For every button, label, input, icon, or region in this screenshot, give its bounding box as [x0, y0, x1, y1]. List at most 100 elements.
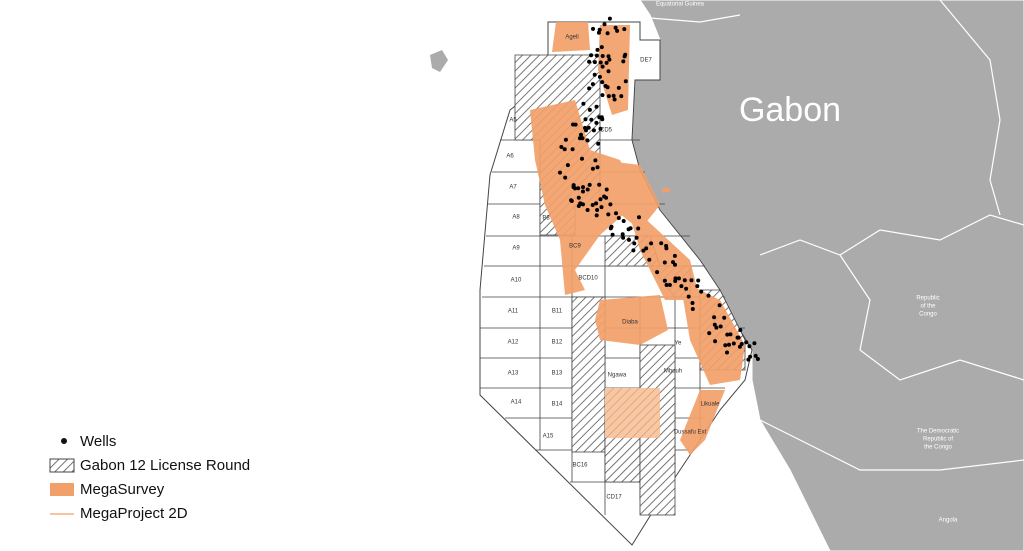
well [585, 138, 590, 143]
block-label: A15 [543, 434, 554, 440]
well [748, 354, 753, 359]
well [616, 216, 621, 220]
well [608, 202, 613, 207]
well [595, 165, 600, 170]
well [662, 278, 667, 283]
legend-swatch [49, 458, 75, 473]
wells [558, 16, 760, 362]
well [644, 246, 649, 251]
country-label: Equatorial Guinea [656, 2, 705, 8]
well [589, 117, 594, 122]
block-label: A13 [508, 371, 519, 377]
well [594, 213, 599, 218]
well [602, 194, 607, 199]
well [596, 30, 601, 35]
well [595, 208, 600, 212]
legend-label: MegaSurvey [80, 481, 165, 498]
well [619, 94, 624, 99]
block-label: A8 [512, 215, 520, 221]
block-label: A12 [508, 340, 519, 346]
well [606, 212, 611, 217]
well [728, 332, 733, 337]
well [695, 284, 700, 289]
well [587, 182, 592, 187]
well [659, 241, 664, 246]
well [590, 166, 595, 171]
well [753, 353, 758, 358]
well [682, 278, 687, 283]
well [587, 86, 592, 91]
well [581, 185, 585, 190]
well [587, 59, 592, 64]
block-label: B14 [552, 402, 563, 408]
well [725, 332, 730, 337]
block-label: BC16 [572, 463, 588, 469]
block-label: Ngawa [608, 373, 627, 379]
block-label: Likuale [700, 402, 720, 408]
well [576, 195, 581, 200]
well [573, 122, 578, 127]
well [598, 60, 603, 65]
well [699, 289, 704, 294]
well [569, 198, 574, 203]
well [616, 85, 621, 90]
well [752, 341, 757, 346]
country-label: The Democratic [917, 429, 959, 435]
well [690, 307, 695, 311]
well [662, 260, 667, 265]
well [594, 201, 599, 206]
block-label: Mbouh [664, 369, 682, 375]
well [576, 186, 581, 191]
well [581, 202, 585, 207]
country-label: Gabon [739, 91, 841, 129]
well [689, 278, 694, 283]
legend-swatch [50, 483, 74, 496]
well [672, 253, 677, 258]
well [713, 339, 718, 344]
block-label: Dussafu Ext [674, 430, 707, 436]
well [664, 246, 669, 251]
well [600, 54, 605, 58]
legend-label: MegaProject 2D [80, 505, 188, 522]
well [604, 187, 609, 192]
block-label: A9 [512, 246, 520, 252]
well [684, 286, 689, 291]
well [595, 47, 600, 52]
well [606, 94, 611, 99]
block-label: A5 [509, 118, 517, 124]
country-label: of the [920, 304, 936, 310]
well [580, 136, 585, 141]
well [558, 170, 562, 175]
block-label: Ageli [565, 35, 578, 41]
well [706, 293, 711, 298]
well [589, 53, 594, 58]
block-label: Ye [675, 341, 682, 347]
well [613, 25, 618, 30]
country-label: Republic of [923, 437, 953, 443]
well [605, 31, 610, 36]
well [594, 53, 599, 58]
well [597, 74, 602, 79]
well [598, 197, 603, 202]
well [585, 187, 590, 192]
block-label: BC9 [569, 244, 581, 250]
well [596, 141, 601, 146]
well [738, 328, 743, 332]
well [563, 137, 568, 142]
block-label: B11 [552, 309, 563, 315]
well [722, 315, 727, 320]
well [731, 341, 736, 346]
country-label: Republic [916, 296, 939, 302]
block-label: DE7 [640, 58, 652, 64]
well [597, 27, 602, 32]
well [599, 45, 604, 50]
well [744, 340, 749, 345]
well [690, 301, 695, 305]
block-label: B8 [542, 216, 550, 222]
well [600, 64, 605, 69]
well [590, 82, 595, 87]
well [621, 59, 626, 64]
country-label: Congo [919, 312, 937, 318]
well [664, 283, 669, 287]
